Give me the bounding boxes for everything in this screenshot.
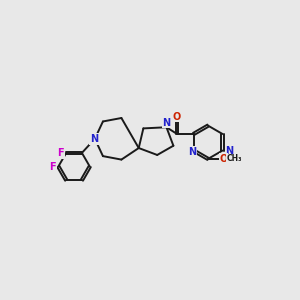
Text: N: N [188,147,196,157]
Text: CH₃: CH₃ [226,154,242,164]
Text: F: F [49,161,56,172]
Text: O: O [173,112,181,122]
Text: N: N [225,146,234,156]
Text: O: O [219,154,228,164]
Text: N: N [162,118,170,128]
Text: N: N [90,134,98,144]
Text: F: F [57,148,64,158]
